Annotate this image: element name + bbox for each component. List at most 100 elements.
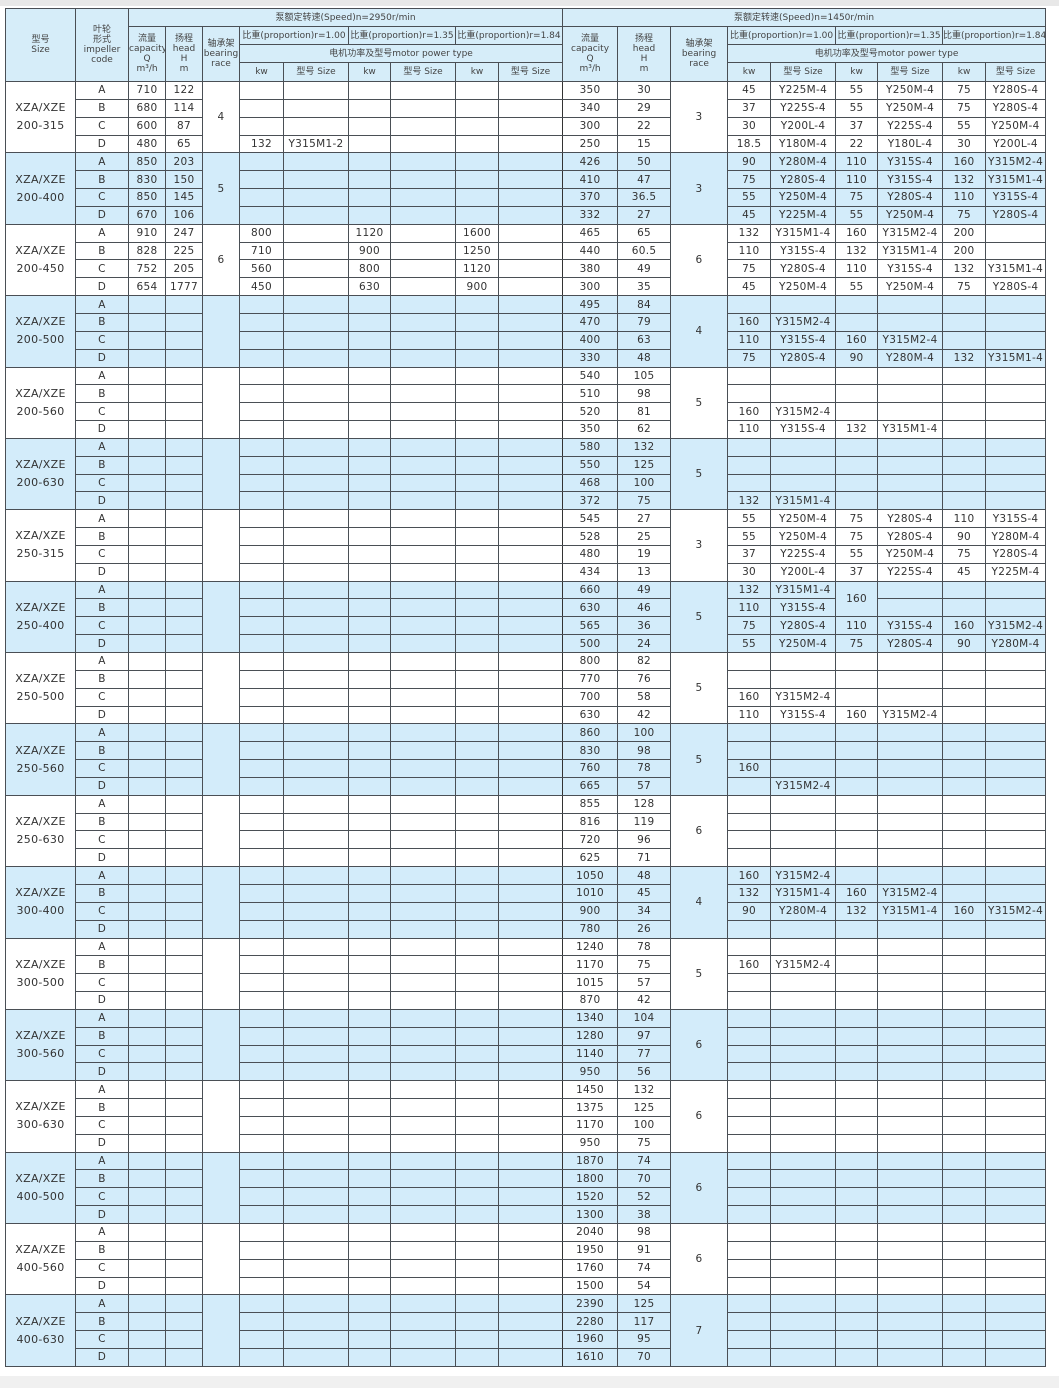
motor-kw-2950	[348, 1187, 391, 1207]
motor-kw-1450	[835, 312, 879, 332]
motor-kw-1450: 37	[727, 98, 772, 118]
motor-kw-2950	[455, 901, 499, 921]
motor-size-1450: Y315M1-4	[985, 170, 1047, 190]
motor-kw-1450: 132	[727, 580, 772, 600]
head-2950	[165, 901, 203, 921]
motor-size-2950	[283, 848, 349, 868]
motor-kw-2950: 800	[348, 259, 391, 279]
motor-kw-1450	[835, 848, 879, 868]
motor-size-2950	[497, 1115, 564, 1135]
motor-kw-1450	[835, 919, 879, 939]
capacity-1450: 1450	[562, 1080, 619, 1100]
motor-kw-2950: 800	[239, 223, 284, 243]
motor-kw-1450	[942, 1258, 987, 1278]
head-1450: 75	[617, 1133, 672, 1153]
motor-kw-1450	[942, 669, 987, 689]
table-row: C 752 205 560 800 1120 380 49 75 Y280S-4 110 Y315S-…	[6, 259, 1047, 279]
header-motor-size: 型号 Size	[497, 62, 564, 82]
motor-kw-2950	[348, 152, 391, 172]
motor-size-2950	[390, 1008, 456, 1028]
motor-size-1450	[985, 312, 1047, 332]
motor-kw-2950	[239, 1062, 284, 1082]
motor-size-1450: Y315M2-4	[877, 883, 944, 903]
head-2950	[165, 687, 203, 707]
capacity-2950	[128, 705, 166, 725]
impeller-code: A	[75, 1151, 129, 1171]
motor-size-2950	[283, 366, 349, 386]
motor-size-2950	[497, 241, 564, 261]
motor-kw-2950	[348, 812, 391, 832]
motor-kw-2950	[239, 580, 284, 600]
capacity-1450: 480	[562, 544, 619, 564]
head-2950	[165, 955, 203, 975]
motor-size-1450	[877, 776, 944, 796]
head-2950	[165, 1098, 203, 1117]
motor-size-1450	[770, 1330, 837, 1349]
motor-size-2950	[283, 1312, 349, 1332]
head-2950	[165, 384, 203, 404]
head-2950	[165, 1026, 203, 1046]
motor-kw-2950: 132	[239, 134, 284, 154]
head-2950	[165, 1044, 203, 1064]
impeller-code: A	[75, 295, 129, 314]
motor-size-1450	[985, 1133, 1047, 1153]
capacity-2950	[128, 295, 166, 314]
motor-kw-2950	[455, 955, 499, 975]
motor-kw-1450: 45	[727, 277, 772, 297]
motor-kw-2950	[239, 116, 284, 136]
motor-size-2950	[390, 1205, 456, 1224]
head-1450: 84	[617, 295, 672, 314]
motor-kw-2950	[239, 402, 284, 422]
motor-kw-1450: 75	[835, 509, 879, 529]
motor-kw-1450	[942, 1044, 987, 1064]
head-1450: 42	[617, 991, 672, 1010]
head-1450: 22	[617, 116, 672, 136]
capacity-1450: 520	[562, 402, 619, 422]
head-1450: 35	[617, 277, 672, 297]
motor-size-2950	[283, 883, 349, 903]
pump-model: XZA/XZE	[15, 1029, 66, 1043]
capacity-2950: 670	[128, 205, 166, 225]
table-row: D 434 13 30 Y200L-4 37 Y225S-4 45 Y225M-4	[6, 562, 1047, 582]
motor-kw-2950	[455, 1205, 499, 1224]
head-1450: 81	[617, 402, 672, 422]
motor-kw-1450: 90	[835, 348, 879, 368]
motor-size-2950	[283, 741, 349, 761]
motor-kw-2950	[239, 866, 284, 885]
head-2950	[165, 1187, 203, 1207]
motor-kw-1450	[835, 973, 879, 993]
motor-kw-2950	[348, 687, 391, 707]
motor-kw-2950	[455, 830, 499, 850]
motor-size-1450: Y315M2-4	[770, 866, 837, 885]
head-2950	[165, 509, 203, 529]
motor-size-1450: Y315S-4	[770, 598, 837, 618]
motor-kw-2950	[348, 1258, 391, 1278]
head-1450: 27	[617, 509, 672, 529]
motor-size-1450	[770, 1240, 837, 1260]
table-row: D 654 1777 450 630 900 300 35 45 Y250M-4 55 Y250M-4…	[6, 277, 1047, 297]
impeller-code: A	[75, 437, 129, 457]
header-kw: kw	[835, 62, 879, 82]
motor-kw-1450: 110	[942, 188, 987, 207]
motor-kw-1450: 55	[835, 544, 879, 564]
capacity-1450: 1520	[562, 1187, 619, 1207]
motor-kw-1450: 75	[942, 81, 987, 100]
motor-kw-2950	[239, 812, 284, 832]
motor-size-1450	[877, 473, 944, 493]
motor-size-1450	[877, 455, 944, 475]
motor-size-2950	[283, 1115, 349, 1135]
capacity-1450: 1960	[562, 1330, 619, 1349]
motor-kw-1450	[942, 883, 987, 903]
motor-kw-2950	[348, 402, 391, 422]
motor-kw-1450	[835, 1258, 879, 1278]
motor-kw-1450: 55	[835, 205, 879, 225]
motor-kw-2950	[455, 598, 499, 618]
motor-size-1450	[985, 402, 1047, 422]
bearing-race-1450: 4	[670, 295, 729, 368]
motor-size-2950	[283, 277, 349, 297]
motor-kw-2950	[239, 295, 284, 314]
capacity-2950	[128, 723, 166, 743]
motor-size-1450	[877, 687, 944, 707]
motor-kw-1450: 75	[835, 188, 879, 207]
